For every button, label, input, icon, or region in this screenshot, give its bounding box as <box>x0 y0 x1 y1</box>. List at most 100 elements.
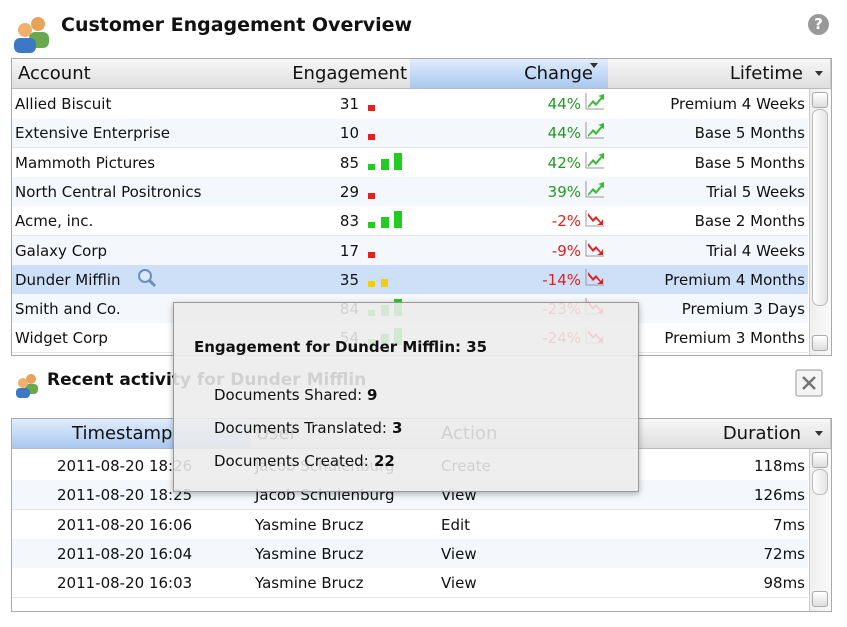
sort-indicator <box>590 63 598 68</box>
scroll-thumb[interactable] <box>812 469 828 495</box>
inspect-icon[interactable] <box>136 268 158 288</box>
close-button[interactable] <box>795 369 823 397</box>
trend-icon <box>585 210 604 227</box>
user-cell: Yasmine Brucz <box>255 515 364 534</box>
duration-cell: 118ms <box>753 457 805 475</box>
lifetime-cell: Base 5 Months <box>694 124 805 143</box>
engagement-level-bar <box>394 211 402 229</box>
column-header[interactable] <box>608 59 809 89</box>
account-cell: Allied Biscuit <box>15 95 112 113</box>
change-cell: -2% <box>551 212 581 231</box>
scroll-down <box>812 591 828 607</box>
action-cell: View <box>441 544 477 563</box>
user-cell: Yasmine Brucz <box>255 544 364 563</box>
trend-icon <box>585 268 604 286</box>
tooltip-item-label: Documents Translated: <box>214 419 387 437</box>
account-cell: Mammoth Pictures <box>15 153 156 172</box>
scrollbar <box>809 449 831 611</box>
scroll-thumb[interactable] <box>812 109 828 306</box>
duration-cell: 98ms <box>763 574 805 593</box>
trend-icon <box>585 180 604 198</box>
trend-icon <box>585 151 604 169</box>
engagement-level-bar <box>368 163 375 170</box>
lifetime-cell: Premium 3 Months <box>664 329 805 348</box>
account-cell: Smith and Co. <box>15 300 121 319</box>
duration-cell: 7ms <box>773 515 805 534</box>
people-icon <box>14 17 49 53</box>
column-header[interactable] <box>621 419 809 449</box>
tooltip-item-value: 9 <box>367 386 378 404</box>
column-header-label: Engagement <box>292 63 407 84</box>
menu-arrow <box>815 71 823 76</box>
lifetime-cell: Base 2 Months <box>694 212 805 231</box>
timestamp-cell: 2011-08-20 16:06 <box>57 515 193 534</box>
table-row[interactable] <box>12 206 808 237</box>
column-header[interactable] <box>410 59 609 89</box>
change-cell: 39% <box>547 182 581 201</box>
change-cell: 44% <box>547 124 581 143</box>
change-cell: 44% <box>547 95 581 113</box>
lifetime-cell: Premium 3 Days <box>681 300 805 319</box>
tooltip-item-value: 22 <box>374 452 395 470</box>
tooltip-item-label: Documents Created: <box>214 452 369 470</box>
timestamp-cell: 2011-08-20 16:04 <box>57 544 193 563</box>
engagement-level-bar <box>368 280 375 287</box>
scroll-down <box>812 335 828 351</box>
tooltip-item-label: Documents Shared: <box>214 386 363 404</box>
action-cell: Edit <box>441 515 471 534</box>
engagement-cell: 85 <box>339 153 359 172</box>
table-row[interactable] <box>12 509 808 540</box>
lifetime-cell: Trial 5 Weeks <box>706 182 805 201</box>
help-button[interactable]: ? <box>808 14 829 35</box>
duration-cell: 126ms <box>753 486 805 505</box>
lifetime-cell: Trial 4 Weeks <box>706 241 805 260</box>
tooltip: Engagement for Dunder Mifflin: 35 Docume… <box>173 302 639 492</box>
engagement-level-bar <box>394 152 402 170</box>
tooltip-title: Engagement for Dunder Mifflin: 35 <box>194 338 488 356</box>
table-row[interactable] <box>12 118 808 149</box>
engagement-cell: 35 <box>339 270 359 289</box>
account-cell: Dunder Mifflin <box>15 270 121 289</box>
column-header-label: Account <box>18 63 91 84</box>
engagement-level-bar <box>368 192 375 199</box>
menu-arrow <box>815 431 823 436</box>
column-header-label: Change <box>524 63 593 84</box>
scrollbar <box>809 89 831 355</box>
engagement-cell: 10 <box>339 124 359 143</box>
timestamp-cell: 2011-08-20 18:25 <box>57 486 193 505</box>
engagement-level-bar <box>368 251 375 258</box>
trend-icon <box>585 93 604 110</box>
column-header-label: Duration <box>722 423 801 444</box>
column-header-label: Timestamp <box>72 423 173 444</box>
scroll-up <box>812 452 828 468</box>
lifetime-cell: Base 5 Months <box>694 153 805 172</box>
account-cell: Acme, inc. <box>15 212 94 231</box>
table-row[interactable] <box>12 568 808 599</box>
column-header[interactable] <box>12 59 211 89</box>
lifetime-cell: Premium 4 Months <box>664 270 805 289</box>
engagement-cell: 17 <box>339 241 359 260</box>
engagement-level-bar <box>381 278 388 287</box>
trend-icon <box>585 239 604 256</box>
table-row[interactable] <box>12 147 808 178</box>
user-cell: Yasmine Brucz <box>255 574 364 593</box>
scroll-up <box>812 92 828 108</box>
change-cell: -14% <box>542 270 581 289</box>
engagement-cell: 83 <box>339 212 359 231</box>
engagement-level-bar <box>381 217 389 229</box>
table-row[interactable] <box>12 235 808 266</box>
engagement-level-bar <box>368 134 375 141</box>
engagement-cell: 29 <box>339 182 359 201</box>
table-row[interactable] <box>12 176 808 207</box>
tooltip-item-value: 3 <box>392 419 403 437</box>
change-cell: -9% <box>551 241 581 260</box>
column-header-label: Lifetime <box>729 63 803 84</box>
column-header[interactable] <box>210 59 411 89</box>
timestamp-cell: 2011-08-20 18:26 <box>57 457 193 475</box>
people-icon-small <box>16 374 38 398</box>
engagement-level-bar <box>368 222 375 229</box>
account-cell: Extensive Enterprise <box>15 124 170 143</box>
duration-cell: 72ms <box>763 544 805 563</box>
engagement-cell: 31 <box>339 95 359 113</box>
